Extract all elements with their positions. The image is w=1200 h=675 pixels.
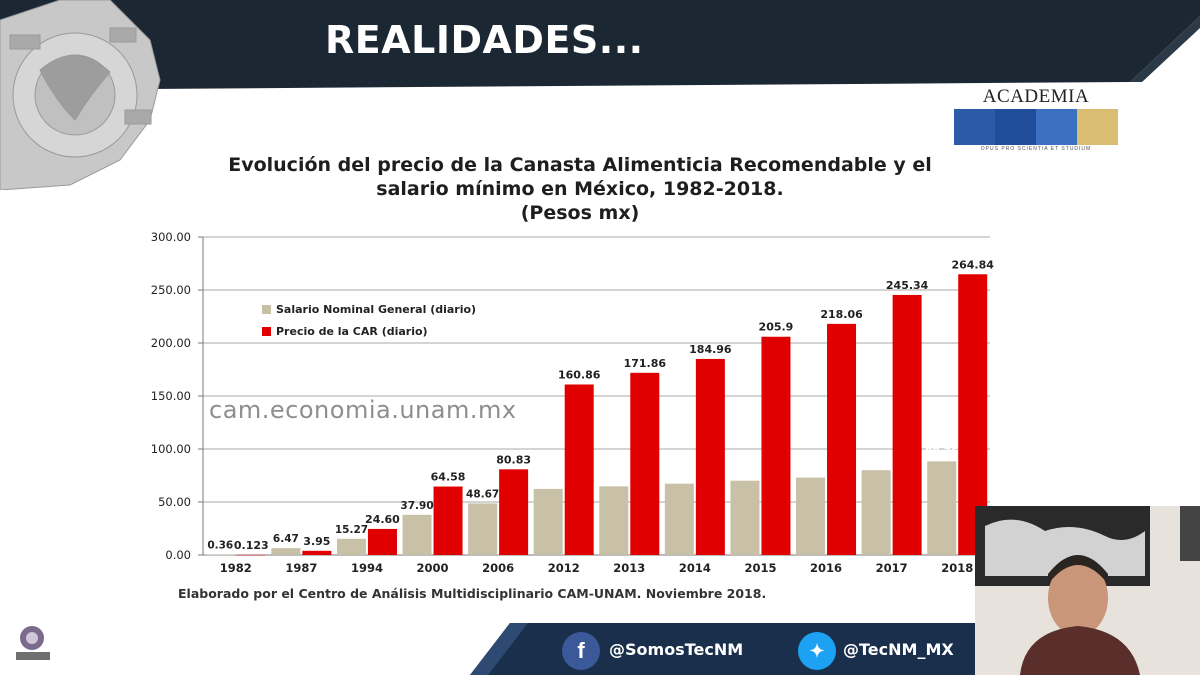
y-tick-label: 0.00 [165,548,191,562]
data-label-salario: 37.90 [400,500,433,512]
data-label-car: 80.83 [496,453,531,466]
bar-salario [730,480,760,555]
data-label-car: 64.58 [431,471,466,484]
academia-journals-logo: ACADEMIA JOURNALS OPUS PRO SCIENTIA ET S… [952,86,1120,156]
x-tick-label: 2018 [941,561,973,575]
data-label-salario: 70.10 [728,466,761,478]
x-tick-label: 1987 [285,561,317,575]
tecnm-small-logo [16,626,50,660]
bar-salario [336,538,366,555]
x-tick-label: 1982 [220,561,252,575]
data-label-salario: 48.67 [466,488,499,500]
bar-salario [796,477,826,555]
logo-color-bars [954,109,1118,145]
x-tick-label: 2006 [482,561,514,575]
bar-car [695,358,725,555]
bar-salario [402,514,432,555]
data-label-car: 205.9 [759,321,794,334]
bar-car [433,486,463,555]
data-label-salario: 88.36 [925,446,958,458]
data-label-car: 184.96 [689,343,732,356]
data-label-car: 245.34 [886,279,929,292]
slide-title: REALIDADES... [325,18,644,62]
presenter-video [975,506,1200,675]
header-band [0,0,1200,90]
data-label-salario: 67.29 [663,469,696,481]
facebook-icon[interactable]: f [562,632,600,670]
bar-car [827,323,857,555]
bar-salario [205,554,235,556]
bar-salario [271,548,301,555]
y-tick-label: 300.00 [151,230,191,244]
data-label-salario: 6.47 [273,533,299,545]
social-banner [470,623,976,675]
chart-legend: Salario Nominal General (diario) Precio … [262,298,476,342]
y-tick-label: 150.00 [151,389,191,403]
data-label-salario: 73.04 [794,463,827,475]
legend-item-car: Precio de la CAR (diario) [262,320,476,342]
data-label-car: 24.60 [365,513,400,526]
legend-item-salario: Salario Nominal General (diario) [262,298,476,320]
presenter-video-frame [975,506,1200,675]
data-label-car: 0.123 [234,539,269,552]
x-tick-label: 2013 [613,561,645,575]
legend-label-salario: Salario Nominal General (diario) [276,302,477,316]
data-label-salario: 80.04 [860,455,893,467]
logo-motto: OPUS PRO SCIENTIA ET STUDIUM [980,146,1092,152]
data-label-salario: 15.27 [335,524,368,536]
bar-car [892,294,922,555]
data-label-car: 160.86 [558,368,601,381]
bar-car [564,384,594,555]
twitter-handle[interactable]: @TecNM_MX [843,640,954,659]
chart-title: Evolución del precio de la Canasta Alime… [160,153,1000,225]
y-tick-label: 200.00 [151,336,191,350]
data-label-salario: 0.36 [207,540,233,552]
y-tick-label: 250.00 [151,283,191,297]
y-tick-label: 100.00 [151,442,191,456]
tecnm-gear-logo [0,0,161,190]
data-label-salario: 64.76 [597,471,630,483]
x-tick-label: 2017 [876,561,908,575]
bar-salario [468,503,498,555]
chart-title-line-2: salario mínimo en México, 1982-2018. [376,178,784,200]
bar-salario [927,461,957,555]
legend-swatch-car [262,326,271,336]
x-tick-label: 2015 [744,561,776,575]
facebook-handle[interactable]: @SomosTecNM [609,640,744,659]
source-note: Elaborado por el Centro de Análisis Mult… [178,586,767,601]
x-tick-label: 2014 [679,561,711,575]
chart-title-line-1: Evolución del precio de la Canasta Alime… [228,154,932,176]
bar-car [236,554,266,556]
bar-car [761,336,791,555]
data-label-car: 218.06 [820,308,863,321]
header-shape [0,0,1200,90]
x-tick-label: 2012 [548,561,580,575]
x-tick-label: 1994 [351,561,383,575]
x-tick-label: 2000 [417,561,449,575]
chart-title-line-3: (Pesos mx) [520,202,640,224]
site-watermark: cam.economia.unam.mx [209,396,517,424]
bar-salario [664,483,694,555]
data-label-car: 264.84 [951,258,994,271]
bar-car [499,469,529,555]
legend-swatch-salario [262,304,271,314]
data-label-salario: 62.33 [532,474,565,486]
y-tick-label: 50.00 [158,495,191,509]
legend-label-car: Precio de la CAR (diario) [276,324,428,338]
bar-salario [599,486,629,555]
bar-salario [533,488,563,555]
bar-car [367,528,397,555]
twitter-icon[interactable]: ✦ [798,632,836,670]
bar-car [302,550,332,555]
data-label-car: 3.95 [303,535,330,548]
x-tick-label: 2016 [810,561,842,575]
bar-car [630,372,660,555]
bar-salario [861,470,891,555]
data-label-car: 171.86 [624,357,667,370]
